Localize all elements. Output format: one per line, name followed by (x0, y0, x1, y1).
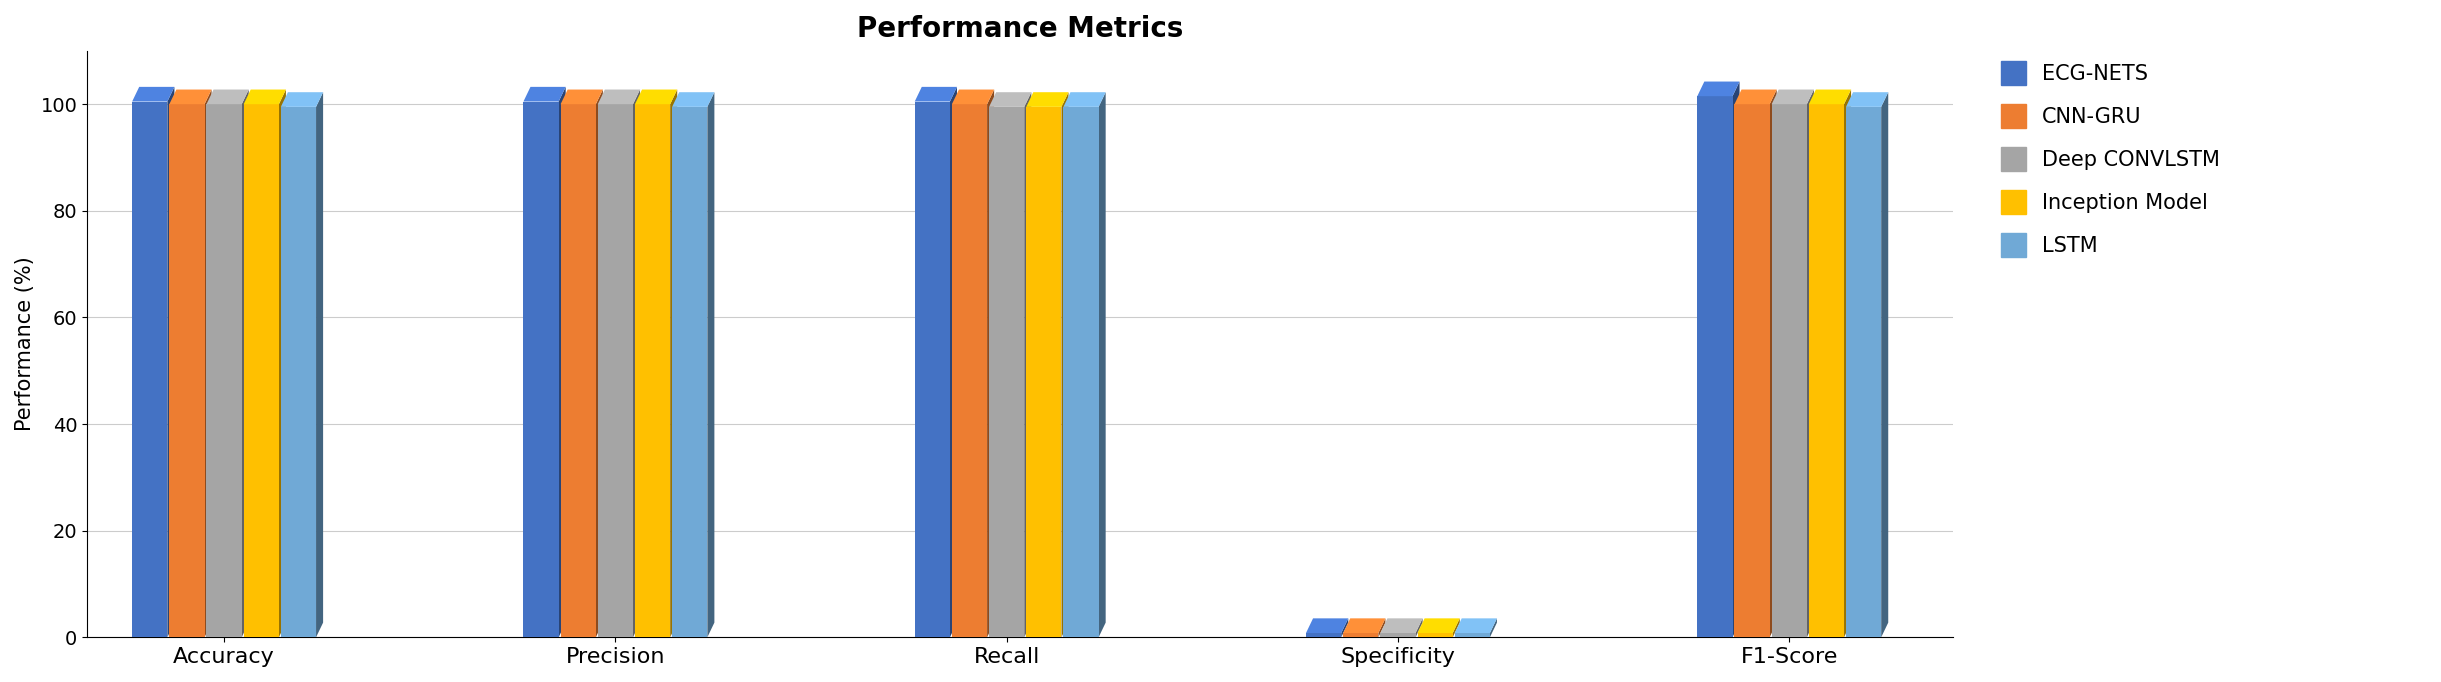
Polygon shape (242, 89, 249, 637)
Polygon shape (1696, 82, 1740, 96)
Polygon shape (1455, 619, 1496, 633)
Polygon shape (1379, 619, 1423, 633)
Polygon shape (708, 92, 715, 637)
Bar (207, 104, 242, 637)
Polygon shape (989, 92, 1033, 107)
Polygon shape (1489, 619, 1496, 637)
Polygon shape (522, 87, 566, 102)
Bar (561, 104, 596, 637)
Polygon shape (1843, 89, 1850, 637)
Polygon shape (986, 89, 993, 637)
Polygon shape (315, 92, 322, 637)
Bar (132, 102, 168, 637)
Polygon shape (1379, 619, 1386, 637)
Polygon shape (671, 92, 715, 107)
Polygon shape (1418, 619, 1460, 633)
Polygon shape (1809, 89, 1850, 104)
Bar (671, 107, 708, 637)
Polygon shape (598, 89, 640, 104)
Polygon shape (1452, 619, 1460, 637)
Polygon shape (1025, 92, 1033, 637)
Bar (915, 102, 950, 637)
Polygon shape (561, 89, 603, 104)
Polygon shape (671, 89, 676, 637)
Polygon shape (950, 87, 957, 637)
Polygon shape (915, 87, 957, 102)
Bar (1736, 104, 1770, 637)
Bar (1455, 633, 1489, 637)
Bar (244, 104, 278, 637)
Bar (522, 102, 559, 637)
Polygon shape (596, 89, 603, 637)
Polygon shape (1343, 619, 1386, 633)
Polygon shape (132, 87, 173, 102)
Polygon shape (1736, 89, 1777, 104)
Polygon shape (1306, 619, 1347, 633)
Bar (1306, 633, 1340, 637)
Bar (1025, 107, 1062, 637)
Bar (1772, 104, 1806, 637)
Polygon shape (632, 89, 640, 637)
Bar (1343, 633, 1379, 637)
Y-axis label: Performance (%): Performance (%) (15, 256, 34, 432)
Polygon shape (244, 89, 286, 104)
Bar (989, 107, 1025, 637)
Polygon shape (1098, 92, 1106, 637)
Polygon shape (1845, 92, 1889, 107)
Bar (952, 104, 986, 637)
Polygon shape (1062, 92, 1069, 637)
Polygon shape (1416, 619, 1423, 637)
Polygon shape (1770, 89, 1777, 637)
Polygon shape (1772, 89, 1814, 104)
Bar (1845, 107, 1882, 637)
Polygon shape (952, 89, 993, 104)
Bar (1379, 633, 1416, 637)
Polygon shape (278, 89, 286, 637)
Title: Performance Metrics: Performance Metrics (857, 15, 1184, 43)
Polygon shape (207, 89, 249, 104)
Polygon shape (168, 89, 212, 104)
Polygon shape (1806, 89, 1814, 637)
Polygon shape (168, 87, 173, 637)
Polygon shape (1733, 82, 1740, 637)
Bar (168, 104, 205, 637)
Polygon shape (635, 89, 676, 104)
Bar (635, 104, 671, 637)
Bar (1809, 104, 1843, 637)
Polygon shape (1025, 92, 1069, 107)
Bar (1064, 107, 1098, 637)
Polygon shape (559, 87, 566, 637)
Bar (1696, 96, 1733, 637)
Bar (281, 107, 315, 637)
Polygon shape (1064, 92, 1106, 107)
Bar (598, 104, 632, 637)
Polygon shape (281, 92, 322, 107)
Bar (1418, 633, 1452, 637)
Polygon shape (205, 89, 212, 637)
Polygon shape (1882, 92, 1889, 637)
Polygon shape (1340, 619, 1347, 637)
Legend: ECG-NETS, CNN-GRU, Deep CONVLSTM, Inception Model, LSTM: ECG-NETS, CNN-GRU, Deep CONVLSTM, Incept… (2002, 61, 2219, 256)
